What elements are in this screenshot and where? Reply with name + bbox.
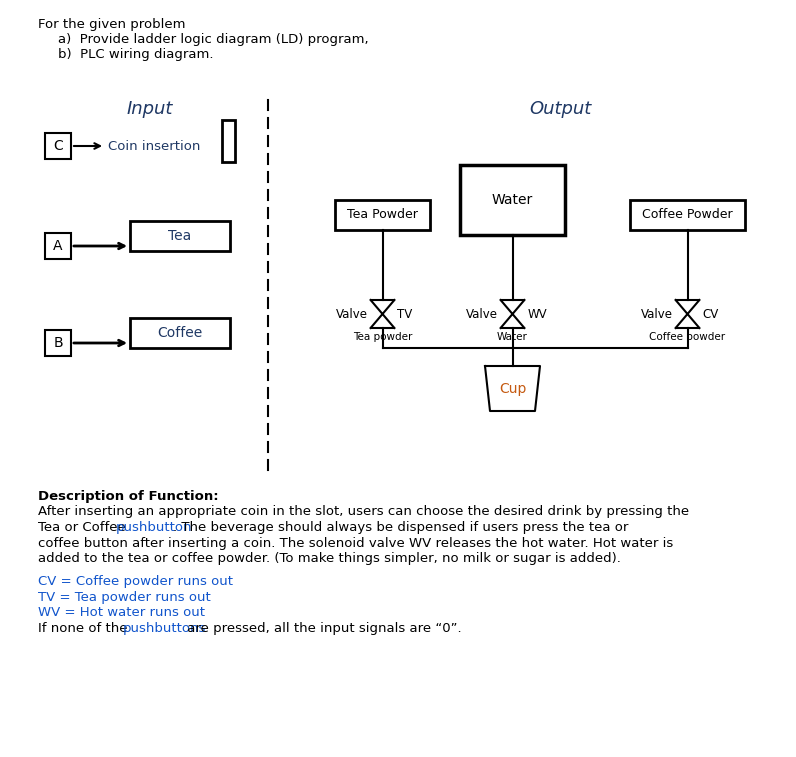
Text: Water: Water (492, 193, 533, 207)
Bar (45, 133, 71, 159)
Text: WV: WV (528, 307, 547, 320)
Text: Tea powder: Tea powder (353, 332, 412, 342)
Text: Description of Function:: Description of Function: (38, 490, 219, 503)
Bar (130, 318, 230, 348)
Text: CV: CV (702, 307, 719, 320)
Text: Coffee Powder: Coffee Powder (642, 208, 733, 222)
Bar (45, 233, 71, 259)
Text: WV = Hot water runs out: WV = Hot water runs out (38, 606, 205, 619)
Text: Water: Water (497, 332, 528, 342)
Text: After inserting an appropriate coin in the slot, users can choose the desired dr: After inserting an appropriate coin in t… (38, 506, 689, 519)
Text: Coffee: Coffee (158, 326, 203, 340)
Text: Coffee powder: Coffee powder (650, 332, 726, 342)
Text: TV: TV (397, 307, 412, 320)
Text: Valve: Valve (641, 307, 673, 320)
Text: a)  Provide ladder logic diagram (LD) program,: a) Provide ladder logic diagram (LD) pro… (58, 33, 369, 46)
Text: Cup: Cup (499, 382, 526, 395)
Text: A: A (53, 239, 63, 253)
Text: . The beverage should always be dispensed if users press the tea or: . The beverage should always be dispense… (173, 521, 628, 534)
Text: Tea or Coffee: Tea or Coffee (38, 521, 130, 534)
Bar (335, 200, 430, 230)
Text: Valve: Valve (336, 307, 368, 320)
Text: Tea Powder: Tea Powder (347, 208, 418, 222)
Text: Input: Input (127, 100, 174, 118)
Bar (460, 165, 565, 235)
Text: Tea: Tea (169, 229, 192, 243)
Text: C: C (53, 139, 63, 153)
Text: coffee button after inserting a coin. The solenoid valve WV releases the hot wat: coffee button after inserting a coin. Th… (38, 537, 673, 550)
Bar (45, 330, 71, 356)
Bar (222, 120, 235, 162)
Text: For the given problem: For the given problem (38, 18, 185, 31)
Text: Coin insertion: Coin insertion (108, 139, 201, 152)
Text: b)  PLC wiring diagram.: b) PLC wiring diagram. (58, 48, 213, 61)
Text: are pressed, all the input signals are “0”.: are pressed, all the input signals are “… (183, 622, 462, 635)
Text: pushbutton: pushbutton (116, 521, 193, 534)
Bar (630, 200, 745, 230)
Text: TV = Tea powder runs out: TV = Tea powder runs out (38, 591, 211, 604)
Text: Output: Output (529, 100, 591, 118)
Text: pushbuttons: pushbuttons (123, 622, 206, 635)
Text: B: B (53, 336, 63, 350)
Text: CV = Coffee powder runs out: CV = Coffee powder runs out (38, 575, 233, 588)
Text: added to the tea or coffee powder. (To make things simpler, no milk or sugar is : added to the tea or coffee powder. (To m… (38, 552, 621, 565)
Text: If none of the: If none of the (38, 622, 132, 635)
Text: Valve: Valve (466, 307, 498, 320)
Bar (130, 221, 230, 251)
